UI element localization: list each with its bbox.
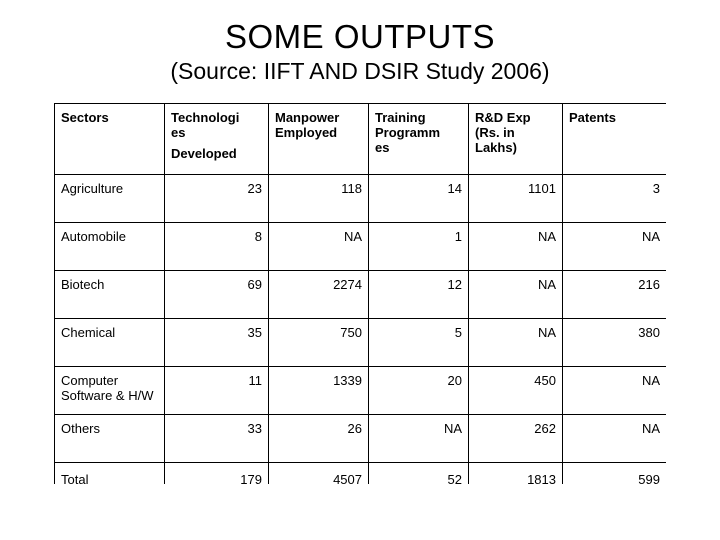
- tech-cell: 35: [165, 319, 269, 367]
- rdexp-cell: 262: [469, 415, 563, 463]
- patents-cell: NA: [563, 223, 667, 271]
- training-cell: 20: [369, 367, 469, 415]
- sector: Computer Software & H/W: [55, 367, 165, 415]
- col-header-line1: Technologies: [171, 110, 239, 140]
- sector: Others: [55, 415, 165, 463]
- tech-cell: 33: [165, 415, 269, 463]
- table-header-row: Sectors Technologies Developed Manpower …: [55, 104, 667, 175]
- tech-cell: 179: [165, 463, 269, 485]
- tech-cell: 23: [165, 175, 269, 223]
- patents-cell: NA: [563, 415, 667, 463]
- manpower-cell: 26: [269, 415, 369, 463]
- table-body: Agriculture231181411013Automobile8NA1NAN…: [55, 175, 667, 485]
- col-header-manpower: Manpower Employed: [269, 104, 369, 175]
- table-row: Computer Software & H/W11133920450NA: [55, 367, 667, 415]
- training-cell: 14: [369, 175, 469, 223]
- sector: Agriculture: [55, 175, 165, 223]
- col-header-rdexp: R&D Exp(Rs. in Lakhs): [469, 104, 563, 175]
- patents-cell: 3: [563, 175, 667, 223]
- training-cell: 1: [369, 223, 469, 271]
- table-row: Others3326NA262NA: [55, 415, 667, 463]
- col-header-technologies: Technologies Developed: [165, 104, 269, 175]
- manpower-cell: 2274: [269, 271, 369, 319]
- slide-title: SOME OUTPUTS: [0, 18, 720, 56]
- manpower-cell: 1339: [269, 367, 369, 415]
- tech-cell: 8: [165, 223, 269, 271]
- rdexp-cell: 1101: [469, 175, 563, 223]
- col-header-patents: Patents: [563, 104, 667, 175]
- rdexp-cell: NA: [469, 319, 563, 367]
- patents-cell: 599: [563, 463, 667, 485]
- training-cell: 5: [369, 319, 469, 367]
- col-header-training: Training Programmes: [369, 104, 469, 175]
- table-row: Agriculture231181411013: [55, 175, 667, 223]
- manpower-cell: 118: [269, 175, 369, 223]
- rdexp-cell: NA: [469, 223, 563, 271]
- slide-subtitle: (Source: IIFT AND DSIR Study 2006): [0, 58, 720, 85]
- manpower-cell: 4507: [269, 463, 369, 485]
- sector: Biotech: [55, 271, 165, 319]
- tech-cell: 11: [165, 367, 269, 415]
- rdexp-cell: NA: [469, 271, 563, 319]
- slide: SOME OUTPUTS (Source: IIFT AND DSIR Stud…: [0, 18, 720, 540]
- col-header-sectors: Sectors: [55, 104, 165, 175]
- training-cell: 52: [369, 463, 469, 485]
- rdexp-cell: 1813: [469, 463, 563, 485]
- patents-cell: NA: [563, 367, 667, 415]
- training-cell: 12: [369, 271, 469, 319]
- sector: Total: [55, 463, 165, 485]
- tech-cell: 69: [165, 271, 269, 319]
- sector: Chemical: [55, 319, 165, 367]
- manpower-cell: 750: [269, 319, 369, 367]
- patents-cell: 216: [563, 271, 667, 319]
- col-header-line2: Developed: [171, 146, 237, 161]
- training-cell: NA: [369, 415, 469, 463]
- table-row: Biotech69227412NA216: [55, 271, 667, 319]
- outputs-table-wrap: Sectors Technologies Developed Manpower …: [54, 103, 666, 484]
- outputs-table: Sectors Technologies Developed Manpower …: [54, 103, 666, 484]
- manpower-cell: NA: [269, 223, 369, 271]
- table-row: Automobile8NA1NANA: [55, 223, 667, 271]
- table-row-truncated: Total1794507521813599: [55, 463, 667, 485]
- patents-cell: 380: [563, 319, 667, 367]
- sector: Automobile: [55, 223, 165, 271]
- rdexp-cell: 450: [469, 367, 563, 415]
- table-row: Chemical357505NA380: [55, 319, 667, 367]
